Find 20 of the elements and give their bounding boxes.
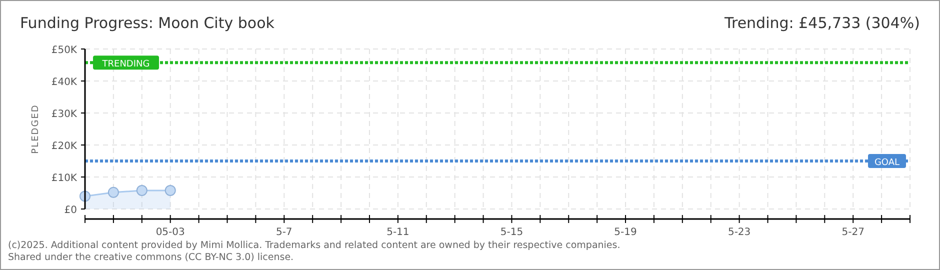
ref-line-label: GOAL bbox=[874, 158, 900, 168]
x-tick-label: 5-23 bbox=[728, 227, 751, 238]
y-tick-label: £0 bbox=[64, 205, 77, 216]
y-tick-label: £20K bbox=[51, 141, 78, 152]
y-tick-label: £40K bbox=[51, 77, 78, 88]
text: Shared under the creative commons (CC BY-NC 3.0) license. bbox=[8, 252, 294, 263]
y-tick-label: £50K bbox=[51, 45, 78, 56]
text: (c)2025. Additional content provided by Mimi Mollica. Trademarks and related content are owned by their respective companies. bbox=[8, 240, 620, 251]
x-tick-label: 5-7 bbox=[276, 227, 292, 238]
chart-subtitle: Trending: £45,733 (304%) bbox=[724, 14, 920, 32]
x-tick-label: 5-11 bbox=[386, 227, 410, 238]
y-tick-label: £30K bbox=[51, 109, 78, 120]
x-tick-label: 5-15 bbox=[500, 227, 524, 238]
x-tick-label: 5-27 bbox=[842, 227, 864, 238]
x-tick-label: 05-03 bbox=[156, 227, 185, 238]
x-tick-label: 5-19 bbox=[614, 227, 637, 238]
y-tick-label: £10K bbox=[51, 173, 78, 184]
chart-title: Funding Progress: Moon City book bbox=[20, 14, 275, 32]
ref-line-label: TRENDING bbox=[101, 60, 150, 70]
y-axis-title: PLEDGED bbox=[31, 104, 41, 154]
